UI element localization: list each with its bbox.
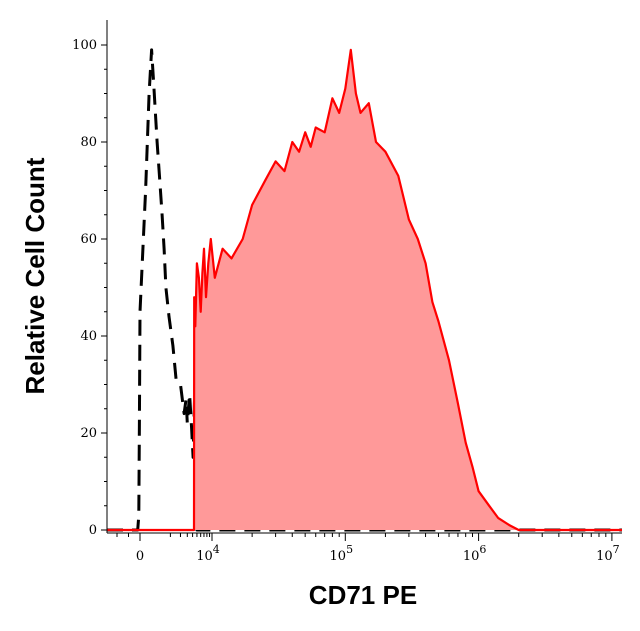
y-axis: 0 20 40 60 80 100 (72, 20, 108, 538)
y-tick-label: 20 (80, 426, 97, 441)
series-1-line (107, 48, 622, 532)
plot-area (107, 48, 622, 532)
series-1-area (107, 49, 622, 531)
y-tick-label: 100 (72, 38, 97, 53)
y-axis-title: Relative Cell Count (20, 157, 50, 394)
x-tick-label: 105 (330, 543, 354, 564)
x-tick-label: 107 (596, 543, 620, 564)
x-tick-label: 106 (463, 543, 487, 564)
x-axis: 0 104 105 106 107 (107, 532, 622, 564)
y-tick-label: 40 (80, 329, 97, 344)
y-tick-label: 0 (89, 523, 97, 538)
y-tick-label: 80 (80, 135, 97, 150)
y-tick-label: 60 (80, 232, 97, 247)
x-tick-label: 0 (136, 549, 144, 564)
x-tick-label: 104 (196, 543, 220, 564)
x-axis-title: CD71 PE (309, 580, 417, 610)
